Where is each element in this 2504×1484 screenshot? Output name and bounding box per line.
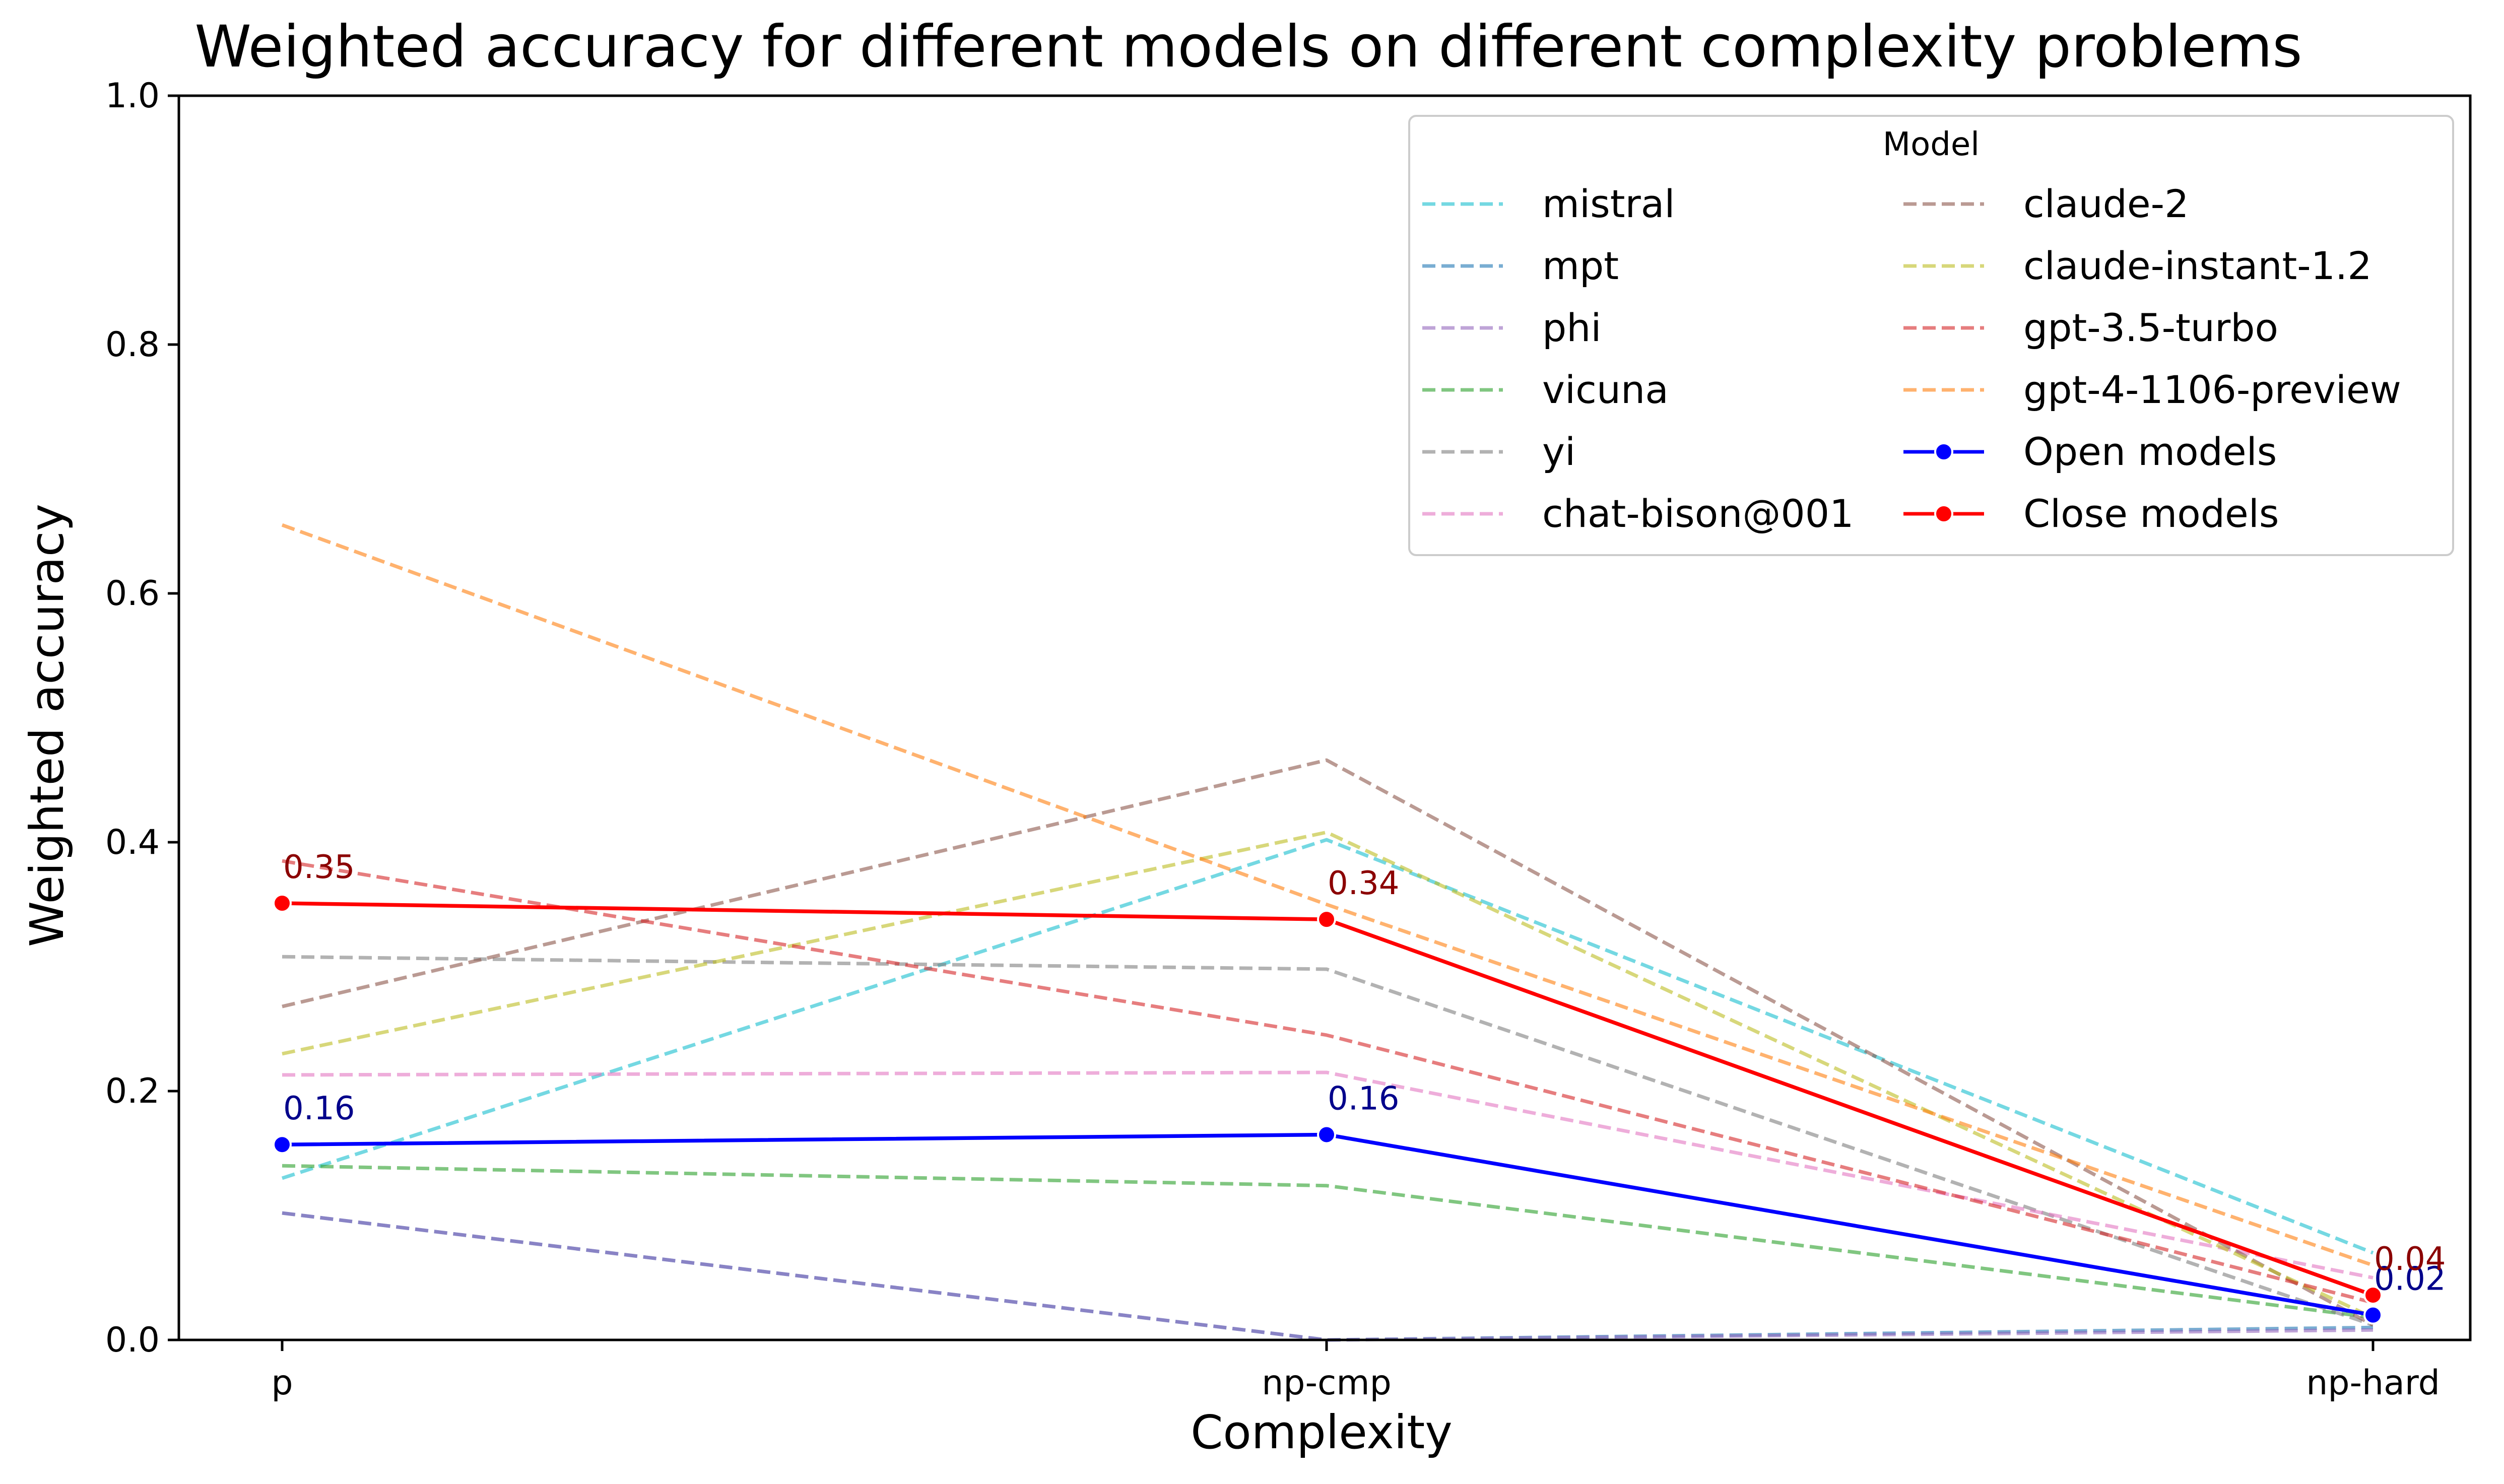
y-tick-label: 0.8 xyxy=(105,325,160,365)
series-line-gpt-4-1106-preview xyxy=(281,523,2374,1267)
y-tick-label: 0.2 xyxy=(105,1071,160,1111)
y-tick-label: 0.6 xyxy=(105,574,160,614)
x-tick-label: np-cmp xyxy=(1262,1363,1392,1403)
data-label-open-models: 0.16 xyxy=(1328,1080,1400,1117)
series-line-vicuna xyxy=(282,1164,2374,1320)
series-lines xyxy=(273,523,2383,1342)
y-axis-label: Weighted accuracy xyxy=(20,504,74,947)
series-line-open-models xyxy=(280,1132,2375,1317)
data-point-close-models xyxy=(2363,1286,2383,1305)
series-line-claude-2 xyxy=(282,758,2374,1327)
legend-label-claude-2: claude-2 xyxy=(2023,181,2189,226)
legend-label-close-models: Close models xyxy=(2023,491,2279,536)
data-label-open-models: 0.02 xyxy=(2374,1261,2446,1298)
legend-label-claude-instant-1-2: claude-instant-1.2 xyxy=(2023,243,2372,288)
y-tick-label: 0.4 xyxy=(105,823,160,862)
series-line-gpt-3-5-turbo xyxy=(282,859,2374,1305)
y-tick-label: 1.0 xyxy=(105,76,160,116)
series-line-chat-bison-001 xyxy=(282,1070,2374,1279)
legend-label-vicuna: vicuna xyxy=(1542,367,1669,412)
legend-marker-open-models xyxy=(1934,442,1953,461)
series-line-claude-instant-1-2 xyxy=(282,830,2374,1319)
x-tick-label: p xyxy=(271,1363,293,1403)
data-point-open-models xyxy=(1317,1125,1336,1144)
y-tick-label: 0.0 xyxy=(105,1320,160,1360)
data-label-close-models: 0.04 xyxy=(2374,1241,2446,1278)
series-line-phi xyxy=(282,1211,2374,1342)
series-line-mistral xyxy=(281,838,2374,1255)
legend-label-gpt-4-1106-preview: gpt-4-1106-preview xyxy=(2023,367,2401,412)
legend-label-mistral: mistral xyxy=(1542,181,1675,226)
legend-title: Model xyxy=(1883,126,1980,163)
legend-label-mpt: mpt xyxy=(1542,243,1619,288)
data-label-close-models: 0.34 xyxy=(1328,865,1400,902)
data-labels: 0.16 0.16 0.02 0.35 0.34 0.04 xyxy=(283,849,2446,1298)
legend: Model mistral mpt phi vicuna yi chat-bison@00… xyxy=(1408,115,2454,556)
legend-label-gpt-3-5-turbo: gpt-3.5-turbo xyxy=(2023,305,2278,350)
data-label-close-models: 0.35 xyxy=(283,849,355,886)
data-point-close-models xyxy=(1317,910,1336,929)
x-tick-label: np-hard xyxy=(2306,1363,2440,1403)
legend-marker-close-models xyxy=(1934,504,1953,523)
series-line-yi xyxy=(282,955,2374,1327)
data-point-close-models xyxy=(273,894,292,913)
legend-label-yi: yi xyxy=(1542,429,1575,474)
legend-box xyxy=(1408,115,2454,556)
plot-frame xyxy=(177,94,2472,1341)
axis-ticks: 0.0 0.2 0.4 0.6 0.8 1.0 p np-cmp np-hard xyxy=(105,76,2440,1403)
legend-label-open-models: Open models xyxy=(2023,429,2277,474)
data-label-open-models: 0.16 xyxy=(283,1090,355,1127)
data-point-open-models xyxy=(273,1135,292,1155)
data-point-open-models xyxy=(2363,1305,2383,1325)
x-axis-label: Complexity xyxy=(1191,1405,1453,1459)
legend-label-chat-bison-001: chat-bison@001 xyxy=(1542,491,1854,536)
legend-label-phi: phi xyxy=(1542,305,1602,350)
chart-title: Weighted accuracy for different models o… xyxy=(194,13,2302,80)
